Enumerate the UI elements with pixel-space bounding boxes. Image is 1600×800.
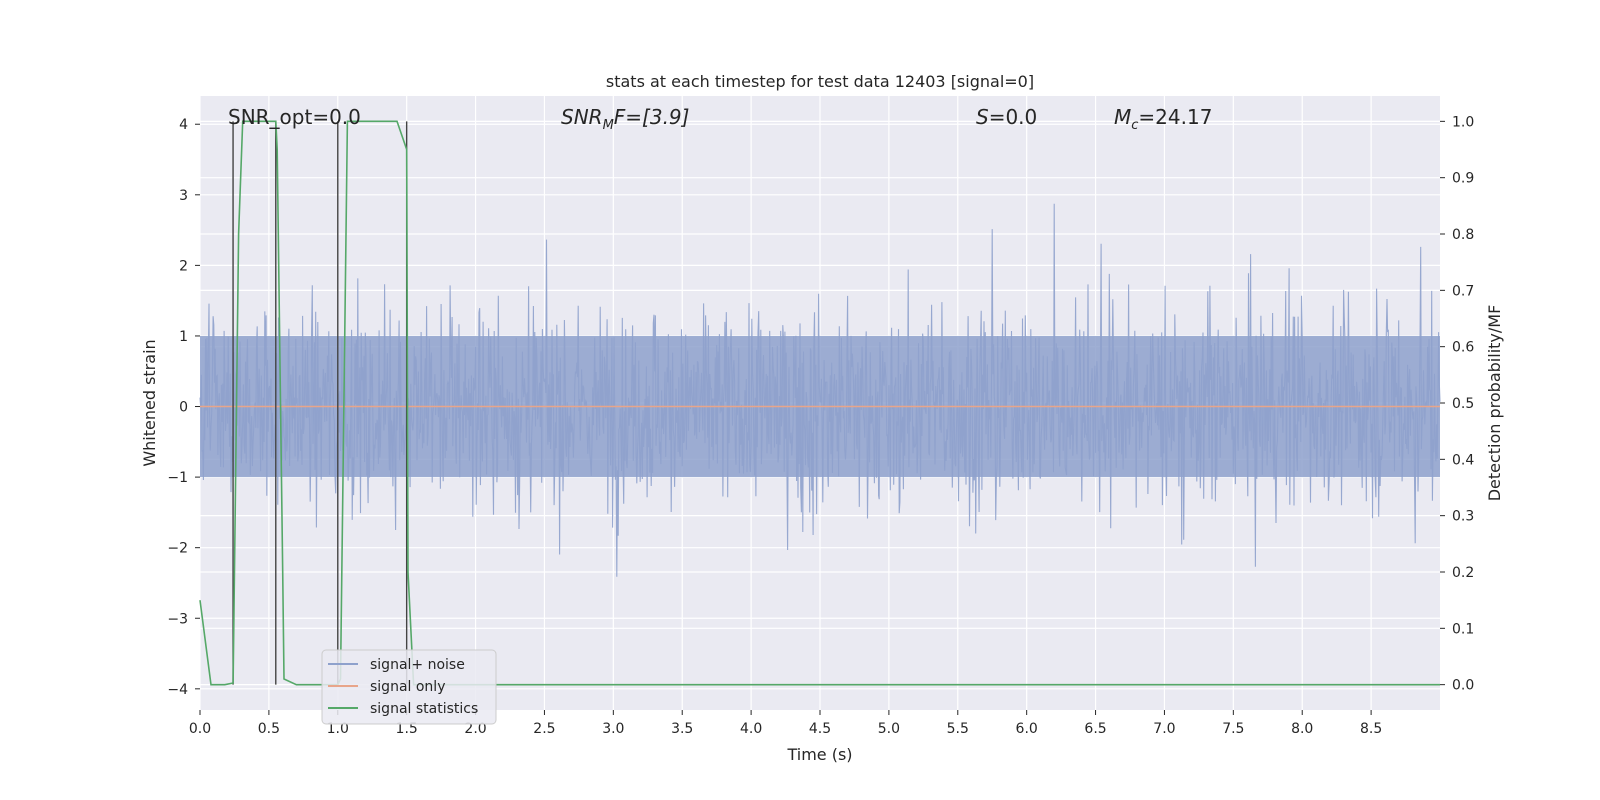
x-tick-label: 8.5 <box>1360 721 1382 737</box>
mc-italic: M <box>1114 105 1131 129</box>
y2-tick-label: 0.2 <box>1452 565 1474 581</box>
x-tick-label: 6.0 <box>1016 721 1038 737</box>
y2-tick-label: 0.1 <box>1452 621 1474 637</box>
x-tick-label: 0.5 <box>258 721 280 737</box>
y-axis-ticks: −4 −3 −2 −1 0 1 2 3 4 <box>167 117 200 698</box>
legend: signal+ noise signal only signal statist… <box>321 649 497 725</box>
s-value: =0.0 <box>989 105 1038 129</box>
x-tick-label: 4.0 <box>740 721 762 737</box>
x-tick-label: 4.5 <box>809 721 831 737</box>
y2-axis-label: Detection probability/MF <box>1485 305 1504 502</box>
y2-tick-label: 1.0 <box>1452 114 1474 130</box>
y2-tick-label: 0.4 <box>1452 452 1474 468</box>
x-tick-label: 6.5 <box>1084 721 1106 737</box>
y2-tick-label: 0.8 <box>1452 227 1474 243</box>
x-axis-label: Time (s) <box>786 745 852 764</box>
annotation-snr-mf: SNRMF=[3.9] <box>561 105 689 133</box>
annotation-snr-opt: SNR_opt=0.0 <box>228 105 361 129</box>
mc-sub: c <box>1131 118 1138 133</box>
annotation-s: S=0.0 <box>976 105 1037 129</box>
signal-statistics-series <box>199 120 1440 686</box>
y2-tick-label: 0.9 <box>1452 171 1474 187</box>
y2-tick-label: 0.7 <box>1452 283 1474 299</box>
snr-mf-sub: M <box>603 118 614 133</box>
y-tick-label: 1 <box>179 329 188 345</box>
y-tick-label: −1 <box>167 470 188 486</box>
y2-tick-label: 0.5 <box>1452 396 1474 412</box>
x-tick-label: 8.0 <box>1291 721 1313 737</box>
y-tick-label: −4 <box>167 682 188 698</box>
x-tick-label: 0.0 <box>189 721 211 737</box>
y-tick-label: 2 <box>179 258 188 274</box>
x-tick-label: 5.5 <box>947 721 969 737</box>
x-tick-label: 3.5 <box>671 721 693 737</box>
y-tick-label: −2 <box>167 541 188 557</box>
legend-label-signal-statistics: signal statistics <box>370 701 478 717</box>
y2-axis-ticks: 0.0 0.1 0.2 0.3 0.4 0.5 0.6 0.7 0.8 0.9 1.0 <box>1440 114 1474 694</box>
x-tick-label: 3.0 <box>602 721 624 737</box>
legend-label-signal-only: signal only <box>370 679 445 695</box>
y-tick-label: 0 <box>179 400 188 416</box>
y2-tick-label: 0.6 <box>1452 340 1474 356</box>
x-tick-label: 5.0 <box>878 721 900 737</box>
s-italic: S <box>976 105 989 129</box>
y2-tick-label: 0.3 <box>1452 509 1474 525</box>
x-tick-label: 7.0 <box>1153 721 1175 737</box>
y-tick-label: 4 <box>179 117 188 133</box>
legend-box <box>321 649 497 725</box>
legend-label-signal-noise: signal+ noise <box>370 657 465 673</box>
annotation-mc: Mc=24.17 <box>1114 105 1212 133</box>
x-tick-label: 1.0 <box>327 721 349 737</box>
chart-title: stats at each timestep for test data 124… <box>606 72 1034 91</box>
snr-mf-suffix: F=[3.9] <box>614 105 690 129</box>
x-tick-label: 2.5 <box>533 721 555 737</box>
x-tick-label: 2.0 <box>464 721 486 737</box>
y-tick-label: 3 <box>179 188 188 204</box>
snr-mf-prefix: SNR <box>561 105 603 129</box>
x-tick-label: 1.5 <box>396 721 418 737</box>
x-axis-ticks: 0.0 0.5 1.0 1.5 2.0 2.5 3.0 3.5 4.0 4.5 5.0 5.5 6.0 6… <box>189 710 1382 737</box>
y-tick-label: −3 <box>167 611 188 627</box>
y-axis-label: Whitened strain <box>140 339 159 466</box>
y2-tick-label: 0.0 <box>1452 678 1474 694</box>
x-tick-label: 7.5 <box>1222 721 1244 737</box>
mc-value: =24.17 <box>1138 105 1212 129</box>
